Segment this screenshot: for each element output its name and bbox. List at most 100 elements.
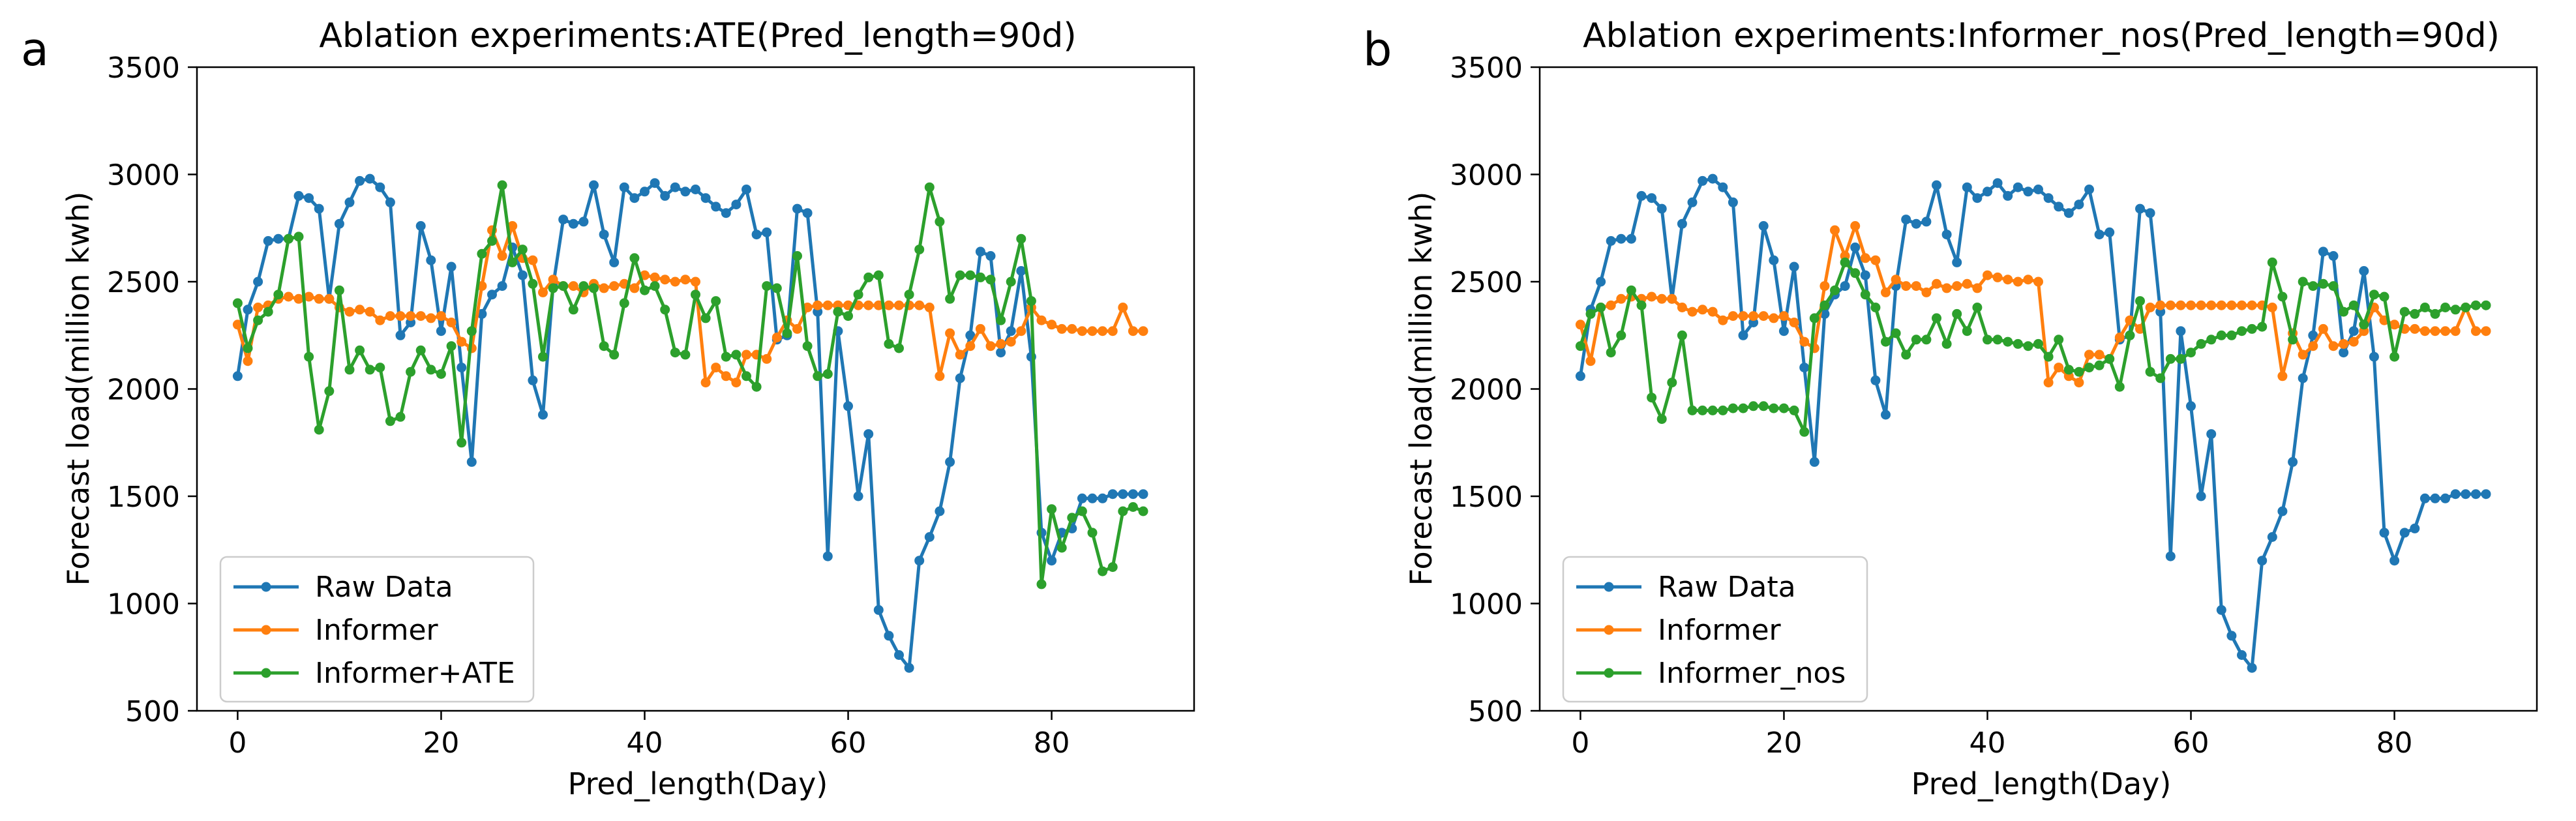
data-point xyxy=(2430,308,2440,319)
data-point xyxy=(1606,236,1616,246)
data-point xyxy=(1901,215,1911,225)
data-point xyxy=(1006,336,1016,347)
data-point xyxy=(1941,230,1952,240)
data-point xyxy=(1575,320,1585,330)
data-point xyxy=(1707,306,1718,317)
data-point xyxy=(558,281,569,291)
data-point xyxy=(1128,489,1138,500)
data-point xyxy=(1921,287,1932,297)
data-point xyxy=(2114,381,2125,392)
data-point xyxy=(568,305,578,315)
data-point xyxy=(2013,182,2023,192)
data-point xyxy=(232,320,243,330)
data-point xyxy=(863,272,874,282)
data-point xyxy=(660,190,670,201)
data-point xyxy=(1687,197,1698,207)
data-point xyxy=(985,275,996,285)
data-point xyxy=(2003,275,2013,285)
data-point xyxy=(1778,403,1789,413)
data-point xyxy=(2399,306,2410,317)
data-point xyxy=(2206,335,2217,345)
data-point xyxy=(2155,300,2166,310)
legend-swatch-marker xyxy=(1604,582,1614,592)
data-point xyxy=(1799,336,1810,347)
data-point xyxy=(822,300,833,310)
x-tick-label: 60 xyxy=(2173,726,2209,760)
data-point xyxy=(1891,275,1901,285)
data-point xyxy=(2379,528,2389,538)
data-point xyxy=(1758,311,1769,321)
data-point xyxy=(700,313,711,323)
data-point xyxy=(2348,336,2359,347)
data-point xyxy=(2104,353,2115,364)
data-point xyxy=(2470,489,2481,500)
data-point xyxy=(365,365,375,375)
data-point xyxy=(2176,300,2186,310)
data-point xyxy=(2328,341,2339,351)
data-point xyxy=(996,348,1006,358)
data-point xyxy=(538,410,548,420)
y-tick-label: 500 xyxy=(125,695,180,728)
data-point xyxy=(1098,326,1108,336)
data-point xyxy=(457,438,467,448)
data-point xyxy=(2145,366,2155,377)
data-point xyxy=(1098,566,1108,576)
data-point xyxy=(640,285,650,295)
data-point xyxy=(1972,283,1983,293)
x-axis-label: Pred_length(Day) xyxy=(568,766,828,801)
data-point xyxy=(813,300,823,310)
data-point xyxy=(2216,605,2226,615)
data-point xyxy=(2013,338,2023,349)
data-point xyxy=(945,293,955,304)
legend-swatch-marker xyxy=(261,625,271,635)
series-line xyxy=(235,224,1145,385)
panel-letter: a xyxy=(21,23,49,76)
data-point xyxy=(406,366,416,377)
data-point xyxy=(1728,311,1738,321)
data-point xyxy=(751,381,762,392)
y-tick-label: 2000 xyxy=(1450,374,1523,407)
data-point xyxy=(2237,326,2247,336)
data-point xyxy=(1962,182,1972,192)
data-point xyxy=(1107,326,1118,336)
data-point xyxy=(650,272,660,282)
x-tick-label: 80 xyxy=(2376,726,2413,760)
data-point xyxy=(700,378,711,388)
legend-label: Raw Data xyxy=(1658,571,1796,604)
data-point xyxy=(2450,326,2461,336)
data-point xyxy=(466,326,477,336)
data-point xyxy=(2054,202,2064,212)
series-line xyxy=(235,183,1145,586)
data-point xyxy=(365,306,375,317)
data-point xyxy=(355,175,365,186)
data-point xyxy=(914,300,925,310)
data-point xyxy=(1921,216,1932,227)
data-point xyxy=(914,245,925,255)
data-point xyxy=(985,341,996,351)
data-point xyxy=(406,311,416,321)
data-point xyxy=(1077,326,1087,336)
data-point xyxy=(568,281,578,291)
data-point xyxy=(2013,276,2023,287)
data-point xyxy=(1036,579,1047,590)
data-point xyxy=(2003,336,2013,347)
y-tick-label: 2500 xyxy=(107,266,180,299)
legend-box xyxy=(219,556,535,703)
data-point xyxy=(578,216,589,227)
data-point xyxy=(1047,504,1057,515)
data-point xyxy=(2369,351,2379,362)
data-point xyxy=(446,318,457,327)
data-point xyxy=(2419,493,2430,503)
data-point xyxy=(273,290,284,300)
data-point xyxy=(771,283,782,293)
data-point xyxy=(975,323,985,334)
data-point xyxy=(457,336,467,347)
y-tick-label: 2000 xyxy=(107,374,180,407)
data-point xyxy=(2430,326,2440,336)
data-point xyxy=(771,333,782,342)
data-point xyxy=(629,283,640,293)
data-point xyxy=(1636,190,1647,201)
data-point xyxy=(1881,410,1891,420)
data-point xyxy=(691,290,700,300)
x-tick-label: 60 xyxy=(830,726,867,760)
